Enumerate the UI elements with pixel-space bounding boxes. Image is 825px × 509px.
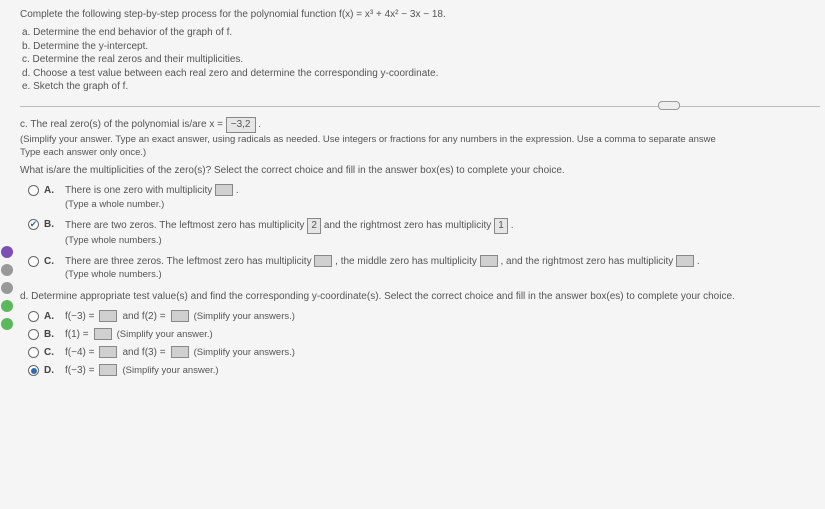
radio-C[interactable] (28, 256, 39, 267)
choice-C-body: There are three zeros. The leftmost zero… (65, 255, 820, 282)
part-d-prompt: d. Determine appropriate test value(s) a… (20, 290, 820, 304)
d-input-A2[interactable] (171, 310, 189, 322)
choice-A[interactable]: A. There is one zero with multiplicity .… (28, 184, 820, 211)
d-input-C1[interactable] (99, 346, 117, 358)
d-radio-A[interactable] (28, 311, 39, 322)
progress-dot (1, 282, 13, 294)
part-c-note2: Type each answer only once.) (20, 146, 820, 159)
part-d-label: d. Choose a test value between each real… (22, 67, 820, 81)
multiplicity-prompt: What is/are the multiplicities of the ze… (20, 165, 820, 176)
mult-input-A[interactable] (215, 184, 233, 196)
choice-C[interactable]: C. There are three zeros. The leftmost z… (28, 255, 820, 282)
multiplicity-choices: A. There is one zero with multiplicity .… (28, 184, 820, 282)
label-A: A. (44, 184, 58, 198)
part-c-label: c. Determine the real zeros and their mu… (22, 53, 820, 67)
part-e: e. Sketch the graph of f. (22, 80, 820, 94)
scroll-marker[interactable] (658, 101, 680, 110)
choice-A-body: There is one zero with multiplicity . (T… (65, 184, 820, 211)
radio-B[interactable] (28, 219, 39, 230)
mult-right-C[interactable] (676, 255, 694, 267)
d-input-D[interactable] (99, 364, 117, 376)
d-choice-B[interactable]: B. f(1) = (Simplify your answer.) (28, 328, 820, 340)
section-divider (20, 106, 820, 107)
part-c-note1: (Simplify your answer. Type an exact ans… (20, 133, 820, 146)
d-choice-C[interactable]: C. f(−4) = and f(3) = (Simplify your ans… (28, 346, 820, 358)
label-C: C. (44, 255, 58, 269)
d-choice-D[interactable]: D. f(−3) = (Simplify your answer.) (28, 364, 820, 376)
progress-dot (1, 264, 13, 276)
label-B: B. (44, 218, 58, 232)
d-radio-C[interactable] (28, 347, 39, 358)
d-radio-B[interactable] (28, 329, 39, 340)
progress-dot (1, 318, 13, 330)
d-choice-A[interactable]: A. f(−3) = and f(2) = (Simplify your ans… (28, 310, 820, 322)
d-input-B[interactable] (94, 328, 112, 340)
radio-A[interactable] (28, 185, 39, 196)
mult-mid-C[interactable] (480, 255, 498, 267)
progress-dot (1, 246, 13, 258)
mult-left-C[interactable] (314, 255, 332, 267)
d-radio-D[interactable] (28, 365, 39, 376)
question-parts: a. Determine the end behavior of the gra… (22, 26, 820, 94)
part-c-answer-block: c. The real zero(s) of the polynomial is… (20, 117, 820, 160)
part-b: b. Determine the y-intercept. (22, 40, 820, 54)
d-input-C2[interactable] (171, 346, 189, 358)
progress-dot (1, 300, 13, 312)
question-intro: Complete the following step-by-step proc… (20, 8, 820, 22)
mult-right-B[interactable]: 1 (494, 218, 508, 234)
d-input-A1[interactable] (99, 310, 117, 322)
part-c-prefix: c. The real zero(s) of the polynomial is… (20, 119, 226, 130)
choice-B[interactable]: B. There are two zeros. The leftmost zer… (28, 218, 820, 247)
question-content: Complete the following step-by-step proc… (20, 8, 820, 382)
side-indicator-dots (0, 240, 14, 336)
zeros-answer-input[interactable]: −3,2 (226, 117, 256, 133)
choice-B-body: There are two zeros. The leftmost zero h… (65, 218, 820, 247)
mult-left-B[interactable]: 2 (307, 218, 321, 234)
part-a: a. Determine the end behavior of the gra… (22, 26, 820, 40)
